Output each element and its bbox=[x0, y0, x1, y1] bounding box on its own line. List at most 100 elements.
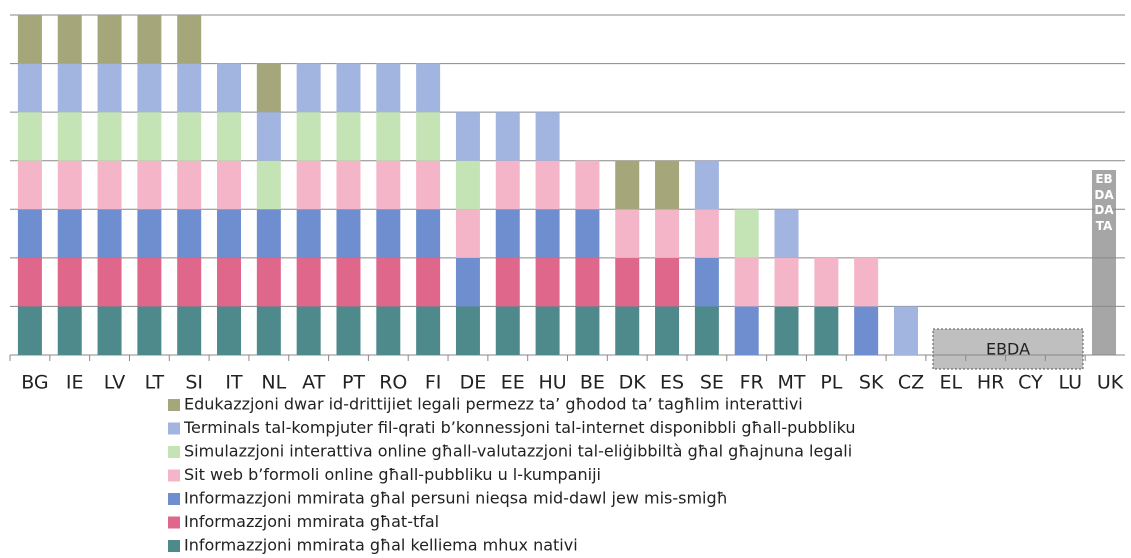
bar-segment bbox=[256, 63, 281, 113]
bar-segment bbox=[97, 257, 122, 307]
bar-segment bbox=[97, 112, 122, 161]
bar-segment bbox=[416, 112, 441, 161]
bar-segment bbox=[17, 160, 42, 210]
x-tick-label: CZ bbox=[898, 372, 924, 394]
bar-segment bbox=[535, 160, 560, 210]
bar-segment bbox=[57, 63, 82, 113]
bar-segment bbox=[655, 257, 680, 307]
x-tick-label: PT bbox=[342, 372, 365, 394]
bar-segment bbox=[455, 257, 480, 307]
bar-segment bbox=[296, 209, 321, 258]
bar-segment bbox=[256, 112, 281, 161]
bar-segment bbox=[137, 63, 162, 113]
bar-segment bbox=[57, 112, 82, 161]
bar-segment bbox=[256, 160, 281, 210]
bar-segment bbox=[177, 63, 202, 113]
legend-label: Informazzjoni mmirata għal kelliema mhux… bbox=[184, 536, 578, 555]
bar-segment bbox=[495, 257, 520, 307]
bar-segment bbox=[256, 209, 281, 258]
bar-segment bbox=[177, 112, 202, 161]
bar-segment bbox=[535, 306, 560, 355]
bar-segment bbox=[17, 306, 42, 355]
bar-segment bbox=[416, 63, 441, 113]
x-tick-label: HR bbox=[977, 372, 1005, 394]
bar-segment bbox=[217, 63, 242, 113]
bar-segment bbox=[455, 112, 480, 161]
bar-segment bbox=[336, 63, 361, 113]
bar-segment bbox=[256, 306, 281, 355]
bar-segment bbox=[455, 306, 480, 355]
bar-segment bbox=[17, 112, 42, 161]
bar-segment bbox=[296, 257, 321, 307]
x-tick-label: LT bbox=[145, 372, 165, 394]
bar-segment bbox=[376, 209, 401, 258]
x-tick-label: NL bbox=[261, 372, 286, 394]
legend-swatch bbox=[168, 422, 180, 435]
bar-segment bbox=[416, 306, 441, 355]
bar-segment bbox=[774, 209, 799, 258]
bar-segment bbox=[615, 306, 640, 355]
bar-segment bbox=[137, 15, 162, 64]
legend-swatch bbox=[168, 446, 180, 458]
x-tick-label: LU bbox=[1058, 372, 1082, 394]
bar-segment bbox=[893, 306, 918, 355]
bar-segment bbox=[854, 257, 879, 307]
x-tick-label: BG bbox=[21, 372, 48, 394]
bar-segment bbox=[17, 209, 42, 258]
x-tick-label: DE bbox=[460, 372, 487, 394]
bar-segment bbox=[575, 209, 600, 258]
bar-segment bbox=[296, 112, 321, 161]
bar-segment bbox=[734, 257, 759, 307]
bar-segment bbox=[694, 160, 719, 210]
legend-swatch bbox=[168, 540, 180, 552]
bar-segment bbox=[455, 209, 480, 258]
bar-segment bbox=[575, 306, 600, 355]
legend-label: Informazzjoni mmirata għat-tfal bbox=[184, 512, 439, 531]
bar-segment bbox=[694, 209, 719, 258]
no-data-bar bbox=[1092, 170, 1116, 355]
x-tick-label: IE bbox=[66, 372, 84, 394]
bar-segment bbox=[296, 306, 321, 355]
bar-segment bbox=[376, 257, 401, 307]
bar-segment bbox=[376, 160, 401, 210]
bar-segment bbox=[57, 15, 82, 64]
x-tick-label: BE bbox=[580, 372, 605, 394]
bar-segment bbox=[97, 63, 122, 113]
bar-segment bbox=[694, 306, 719, 355]
bar-segment bbox=[615, 160, 640, 210]
x-tick-label: EE bbox=[501, 372, 525, 394]
bar-segment bbox=[535, 257, 560, 307]
no-data-box bbox=[932, 328, 1084, 370]
bar-segment bbox=[336, 257, 361, 307]
x-tick-label: CY bbox=[1018, 372, 1043, 394]
x-tick-label: DK bbox=[619, 372, 647, 394]
x-tick-label: MT bbox=[778, 372, 806, 394]
bar-segment bbox=[694, 257, 719, 307]
x-tick-label: PL bbox=[820, 372, 842, 394]
bar-segment bbox=[774, 257, 799, 307]
bar-segment bbox=[575, 160, 600, 210]
bar-segment bbox=[734, 306, 759, 355]
bar-segment bbox=[17, 15, 42, 64]
bar-segment bbox=[336, 160, 361, 210]
annotation: EBDA bbox=[986, 340, 1030, 359]
bar-segment bbox=[655, 160, 680, 210]
bar-segment bbox=[137, 209, 162, 258]
bar-segment bbox=[256, 257, 281, 307]
bar-segment bbox=[455, 160, 480, 210]
bar-segment bbox=[336, 112, 361, 161]
bar-segment bbox=[57, 160, 82, 210]
legend-label: Edukazzjoni dwar id-drittijiet legali pe… bbox=[184, 395, 803, 414]
bar-segment bbox=[336, 209, 361, 258]
bar-segment bbox=[97, 160, 122, 210]
x-tick-label: LV bbox=[104, 372, 126, 394]
bar-segment bbox=[774, 306, 799, 355]
legend-label: Simulazzjoni interattiva online għall-va… bbox=[184, 442, 852, 461]
bar-segment bbox=[495, 209, 520, 258]
annotation: EBDA DATA bbox=[1094, 172, 1114, 233]
bar-segment bbox=[177, 15, 202, 64]
bar-segment bbox=[376, 306, 401, 355]
bar-segment bbox=[97, 306, 122, 355]
